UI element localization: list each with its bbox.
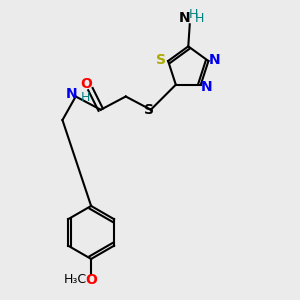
Text: O: O: [85, 273, 97, 286]
Text: O: O: [80, 77, 92, 91]
Text: S: S: [144, 103, 154, 117]
Text: N: N: [178, 11, 190, 25]
Text: H: H: [194, 12, 204, 25]
Text: N: N: [209, 52, 221, 67]
Text: H: H: [189, 8, 198, 21]
Text: S: S: [156, 52, 166, 67]
Text: H₃C: H₃C: [63, 273, 86, 286]
Text: N: N: [65, 87, 77, 101]
Text: N: N: [201, 80, 212, 94]
Text: H: H: [80, 92, 90, 104]
